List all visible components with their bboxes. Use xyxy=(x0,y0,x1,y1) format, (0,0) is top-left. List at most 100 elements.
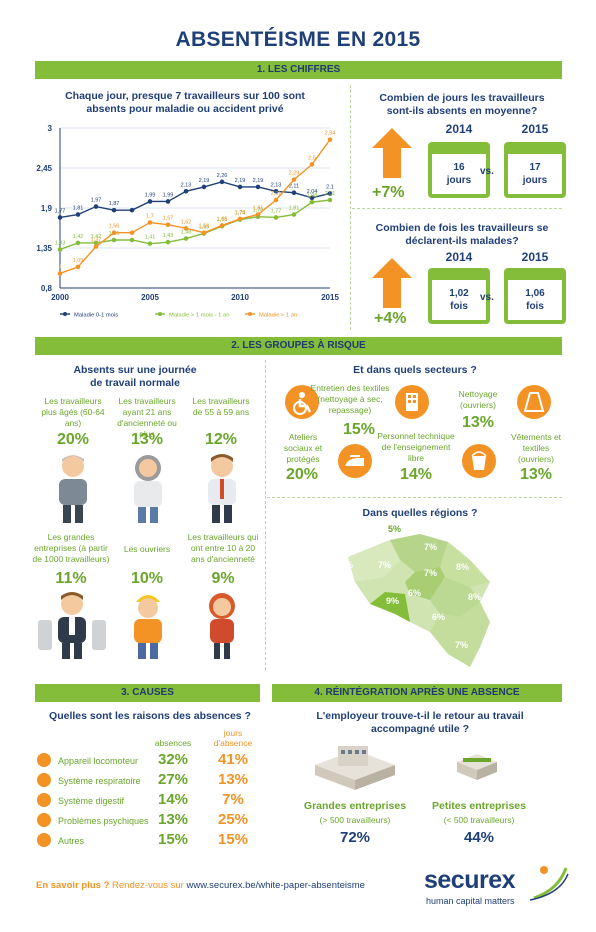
data-label: 1,87 xyxy=(109,201,120,207)
times-question: Combien de fois les travailleurs se décl… xyxy=(375,222,549,247)
group-label: Les travailleurs de 55 à 59 ans xyxy=(192,396,250,417)
data-label: 2,1 xyxy=(326,184,334,190)
region-pct: 5% xyxy=(388,524,402,534)
data-point xyxy=(291,212,297,217)
data-label: 1,65 xyxy=(217,217,228,223)
data-label: 1,09 xyxy=(73,258,84,264)
days-year-2014: 2014 xyxy=(445,122,473,136)
data-point xyxy=(255,184,261,190)
divider xyxy=(352,208,562,209)
footer-mid: Rendez-vous sur xyxy=(109,880,187,891)
data-label: 1,43 xyxy=(163,233,174,239)
data-label: 1,33 xyxy=(55,240,66,246)
vs-label: vs. xyxy=(480,292,494,303)
data-label: 2,26 xyxy=(217,173,228,179)
days-2015-unit: jours xyxy=(522,175,548,186)
y-tick-label: 1,9 xyxy=(41,204,53,213)
divider xyxy=(350,85,351,330)
data-label: 1,48 xyxy=(181,230,192,236)
blue-collar-worker-icon xyxy=(134,595,162,659)
section-bar-causes: 3. CAUSES xyxy=(35,684,260,702)
group-pct: 20% xyxy=(56,431,90,448)
skeleton-icon xyxy=(37,753,51,767)
cause-absences: 14% xyxy=(157,791,189,808)
days-year-2015: 2015 xyxy=(521,122,549,136)
section-bar-groupes: 2. LES GROUPES À RISQUE xyxy=(35,337,562,355)
times-2015-unit: fois xyxy=(526,301,544,312)
calendar-icon: 1,02 fois xyxy=(428,268,490,324)
lungs-icon xyxy=(37,773,51,787)
data-label: 2,29 xyxy=(289,171,300,177)
data-label: 1,7 xyxy=(146,214,154,220)
vs-label: vs. xyxy=(480,166,494,177)
up-arrow-icon xyxy=(372,258,412,308)
days-question: Combien de jours les travailleurs sont-i… xyxy=(379,92,545,117)
divider xyxy=(265,360,266,670)
series-line xyxy=(59,199,331,251)
cause-label: Système respiratoire xyxy=(58,776,141,786)
days-2014-value: 16 xyxy=(453,162,465,173)
data-label: 1,99 xyxy=(145,192,156,198)
region-pct: 9% xyxy=(386,596,400,606)
data-label: 1,77 xyxy=(271,208,282,214)
data-point xyxy=(219,223,225,228)
data-label: 1,97 xyxy=(91,198,102,204)
divider xyxy=(267,497,562,498)
cause-days: 41% xyxy=(217,751,249,768)
data-point xyxy=(255,212,261,217)
data-point xyxy=(201,230,207,236)
data-point xyxy=(111,230,117,236)
data-label: 1,67 xyxy=(163,216,174,222)
sector-pct: 15% xyxy=(342,421,376,438)
small-company-label: Petites entreprises xyxy=(432,800,526,812)
data-point xyxy=(273,215,279,220)
big-company-icon xyxy=(38,592,106,659)
footer-link[interactable]: www.securex.be/white-paper-absenteisme xyxy=(186,880,365,891)
data-point xyxy=(309,195,315,201)
data-point xyxy=(309,199,315,205)
cause-absences: 15% xyxy=(157,831,189,848)
days-increase: +7% xyxy=(372,184,405,201)
footer-text: En savoir plus ? Rendez-vous sur www.sec… xyxy=(36,880,365,891)
data-label: 1,41 xyxy=(145,235,156,241)
data-point xyxy=(327,197,333,203)
region-pct: 6% xyxy=(432,612,446,622)
page-title: ABSENTÉISME EN 2015 xyxy=(175,28,421,51)
data-point xyxy=(219,179,225,185)
days-2014-unit: jours xyxy=(446,175,472,186)
data-label: 2,5 xyxy=(308,155,316,161)
data-point xyxy=(57,271,63,276)
group-label: Les grandes entreprises (à partir de 100… xyxy=(32,532,110,564)
data-point xyxy=(147,199,153,204)
sector-label: Entretien des textiles (nettoyage à sec,… xyxy=(310,383,390,415)
legend-marker xyxy=(248,312,252,316)
cause-days: 13% xyxy=(217,771,249,788)
dress-icon xyxy=(517,385,551,419)
young-woman-icon xyxy=(209,593,235,659)
stomach-icon xyxy=(37,793,51,807)
col-absences: absences xyxy=(154,738,192,748)
data-label: 2,19 xyxy=(199,178,210,184)
iron-icon xyxy=(338,444,372,478)
data-label: 2,11 xyxy=(289,184,299,190)
big-company-label: Grandes entreprises xyxy=(303,800,407,812)
cause-label: Autres xyxy=(58,836,85,846)
data-point xyxy=(147,241,153,246)
times-year-2015: 2015 xyxy=(521,250,549,264)
data-label: 1,42 xyxy=(73,234,84,240)
legend-marker xyxy=(158,312,162,316)
footer-prefix: En savoir plus ? xyxy=(36,880,110,891)
data-label: 1,81 xyxy=(289,206,300,212)
group-label: Les travailleurs ayant 21 ans d'ancienne… xyxy=(117,396,177,439)
big-company-sub: (> 500 travailleurs) xyxy=(319,815,391,825)
data-point xyxy=(93,204,99,209)
group-label: Les ouvriers xyxy=(123,544,171,554)
wheelchair-icon xyxy=(285,385,319,419)
x-tick-label: 2000 xyxy=(51,293,69,302)
data-point xyxy=(327,191,333,196)
regions-question: Dans quelles régions ? xyxy=(362,507,478,519)
col-jours: jours d'absence xyxy=(208,728,258,748)
y-tick-label: 0,8 xyxy=(41,284,53,293)
sector-pct: 14% xyxy=(399,466,433,483)
region-pct: 7% xyxy=(378,560,392,570)
